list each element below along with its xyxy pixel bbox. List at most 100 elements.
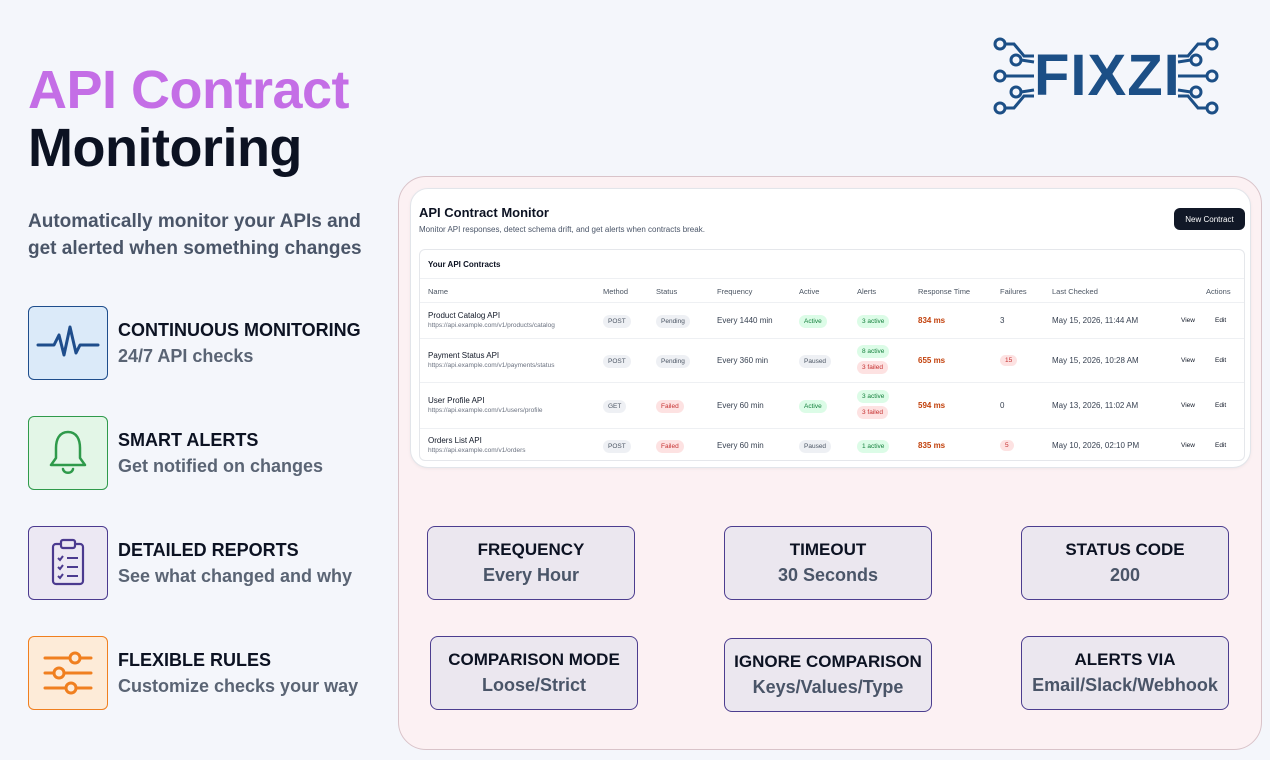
table-row[interactable]: Product Catalog API https://api.example.c… [420, 302, 1244, 338]
col-header: Last Checked [1052, 287, 1098, 296]
option-alerts-via: ALERTS VIA Email/Slack/Webhook [1021, 636, 1229, 710]
response-time: 594 ms [918, 401, 946, 410]
method-badge: POST [603, 315, 631, 328]
hero-title: API Contract Monitoring [28, 60, 350, 178]
last-checked: May 13, 2026, 11:02 AM [1052, 401, 1139, 410]
method-badge: GET [603, 400, 627, 413]
new-contract-button[interactable]: New Contract [1174, 208, 1245, 230]
last-checked: May 15, 2026, 11:44 AM [1052, 316, 1139, 325]
col-header: Alerts [857, 287, 877, 296]
contract-name: Orders List API [428, 436, 482, 445]
active-badge: Active [799, 315, 827, 328]
table-title: Your API Contracts [428, 260, 501, 269]
view-link[interactable]: View [1181, 402, 1195, 409]
sliders-icon [28, 636, 108, 710]
hero-title-line1: API Contract [28, 60, 350, 120]
app-title: API Contract Monitor [419, 205, 549, 220]
feature-title: FLEXIBLE RULES [118, 650, 272, 670]
feature-flexible-rules: FLEXIBLE RULES Customize checks your way [28, 636, 358, 710]
contract-url: https://api.example.com/v1/payments/stat… [428, 362, 555, 369]
feature-desc: Get notified on changes [118, 456, 324, 476]
col-header: Status [656, 287, 678, 296]
contract-url: https://api.example.com/v1/orders [428, 447, 526, 454]
option-value: Loose/Strict [481, 675, 587, 695]
option-value: 200 [1109, 565, 1141, 585]
option-timeout: TIMEOUT 30 Seconds [724, 526, 932, 600]
status-badge: Pending [656, 355, 690, 368]
heartbeat-icon [28, 306, 108, 380]
feature-desc: Customize checks your way [118, 676, 359, 696]
option-status-code: STATUS CODE 200 [1021, 526, 1229, 600]
failures: 3 [1000, 316, 1005, 325]
alerts-failed-badge: 3 failed [857, 361, 888, 374]
app-window: API Contract Monitor Monitor API respons… [410, 188, 1251, 468]
feature-desc: 24/7 API checks [118, 346, 254, 366]
option-value: Every Hour [482, 565, 580, 585]
col-header: Method [603, 287, 629, 296]
option-title: STATUS CODE [1065, 540, 1185, 559]
option-title: TIMEOUT [789, 540, 867, 559]
feature-title: SMART ALERTS [118, 430, 259, 450]
view-link[interactable]: View [1181, 442, 1195, 449]
hero-title-line2: Monitoring [28, 118, 302, 178]
contract-name: Product Catalog API [428, 311, 501, 320]
feature-title: CONTINUOUS MONITORING [118, 320, 361, 340]
col-header: Name [428, 287, 449, 296]
logo-text: FIXZI [1034, 43, 1181, 108]
option-title: ALERTS VIA [1074, 650, 1176, 669]
option-value: Email/Slack/Webhook [1032, 675, 1218, 695]
active-badge: Active [799, 400, 827, 413]
response-time: 655 ms [918, 356, 946, 365]
col-header: Actions [1206, 287, 1231, 296]
option-title: FREQUENCY [477, 540, 585, 559]
col-header: Active [799, 287, 820, 296]
clipboard-checklist-icon [28, 526, 108, 600]
frequency: Every 360 min [717, 356, 769, 365]
alerts-active-badge: 1 active [857, 440, 890, 453]
contracts-table: Your API Contracts Name Method Status Fr… [419, 249, 1245, 461]
table-row[interactable]: User Profile API https://api.example.com/… [420, 382, 1244, 428]
failures: 15 [1000, 355, 1018, 366]
table-header: Name Method Status Frequency Active Aler… [420, 278, 1244, 302]
bell-icon [28, 416, 108, 490]
feature-continuous-monitoring: CONTINUOUS MONITORING 24/7 API checks [28, 306, 361, 380]
contract-url: https://api.example.com/v1/users/profile [428, 407, 543, 414]
frequency: Every 1440 min [717, 316, 773, 325]
col-header: Response Time [918, 287, 971, 296]
option-title: IGNORE COMPARISON [734, 652, 922, 671]
hero-subtitle: Automatically monitor your APIs and get … [28, 211, 362, 259]
contract-name: User Profile API [428, 396, 485, 405]
active-badge: Paused [799, 440, 832, 453]
table-row[interactable]: Orders List API https://api.example.com/v… [420, 428, 1244, 462]
view-link[interactable]: View [1181, 317, 1195, 324]
status-badge: Failed [656, 440, 684, 453]
contract-name: Payment Status API [428, 351, 500, 360]
col-header: Frequency [717, 287, 753, 296]
failures: 0 [1000, 401, 1005, 410]
alerts-active-badge: 8 active [857, 345, 890, 358]
view-link[interactable]: View [1181, 357, 1195, 364]
active-badge: Paused [799, 355, 832, 368]
last-checked: May 15, 2026, 10:28 AM [1052, 356, 1139, 365]
option-comparison-mode: COMPARISON MODE Loose/Strict [430, 636, 638, 710]
method-badge: POST [603, 440, 631, 453]
failures: 5 [1000, 440, 1014, 451]
status-badge: Failed [656, 400, 684, 413]
edit-link[interactable]: Edit [1215, 317, 1227, 324]
edit-link[interactable]: Edit [1215, 357, 1227, 364]
feature-smart-alerts: SMART ALERTS Get notified on changes [28, 416, 323, 490]
feature-detailed-reports: DETAILED REPORTS See what changed and wh… [28, 526, 352, 600]
contract-url: https://api.example.com/v1/products/cata… [428, 322, 555, 329]
table-row[interactable]: Payment Status API https://api.example.co… [420, 338, 1244, 382]
fixzi-logo: FIXZI [990, 34, 1222, 118]
alerts-active-badge: 3 active [857, 315, 890, 328]
edit-link[interactable]: Edit [1215, 402, 1227, 409]
alerts-failed-badge: 3 failed [857, 406, 888, 419]
feature-desc: See what changed and why [118, 566, 353, 586]
option-value: Keys/Values/Type [752, 677, 904, 697]
response-time: 834 ms [918, 316, 946, 325]
feature-title: DETAILED REPORTS [118, 540, 299, 560]
option-title: COMPARISON MODE [448, 650, 620, 669]
response-time: 835 ms [918, 441, 946, 450]
edit-link[interactable]: Edit [1215, 442, 1227, 449]
